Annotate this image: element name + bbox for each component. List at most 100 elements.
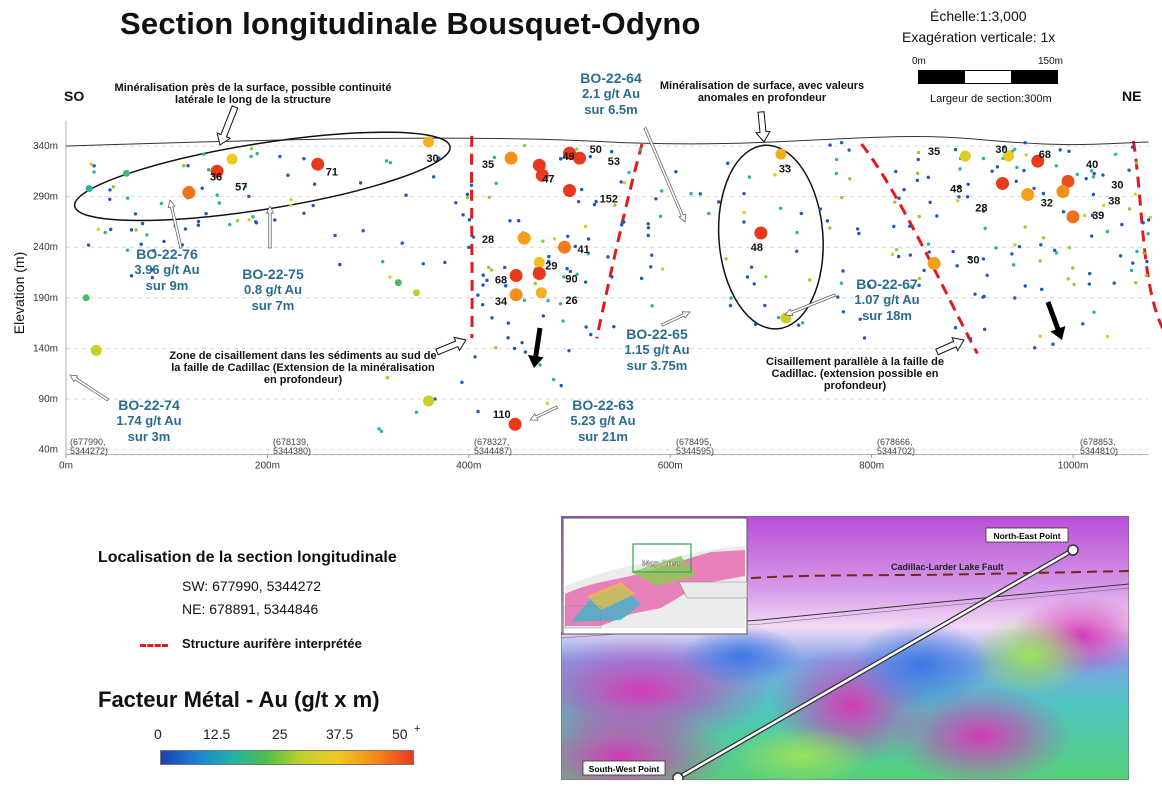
- drill-sample-point: [197, 224, 200, 227]
- drill-sample-point: [1023, 141, 1026, 144]
- x-tick-label: 1000m: [1058, 461, 1089, 472]
- drill-sample-point: [201, 187, 204, 190]
- drill-sample-point: [1131, 261, 1134, 264]
- drill-sample-point: [204, 212, 207, 215]
- metal-factor-value-label: 32: [1041, 198, 1053, 210]
- drill-sample-point: [1084, 177, 1087, 180]
- drill-sample-point: [894, 170, 897, 173]
- drill-sample-point: [982, 257, 985, 260]
- drill-sample-point: [660, 189, 663, 192]
- drill-sample-point: [990, 169, 993, 172]
- drill-sample-point: [699, 192, 702, 195]
- drill-sample-point: [724, 257, 727, 260]
- location-map: North-East Point South-West Point Cadill…: [561, 516, 1129, 780]
- drill-sample-point: [1092, 311, 1095, 314]
- drill-sample-point: [717, 200, 720, 203]
- metal-factor-value-label: 90: [565, 274, 577, 286]
- drill-sample-point: [750, 265, 753, 268]
- drill-sample-point: [610, 275, 613, 278]
- drill-sample-point: [302, 212, 305, 215]
- drill-sample-point: [534, 282, 537, 285]
- drill-sample-point: [1134, 192, 1137, 195]
- drill-sample-point: [917, 215, 920, 218]
- drill-sample-point: [108, 188, 111, 191]
- drill-sample-point: [546, 402, 549, 405]
- drill-sample-point: [956, 199, 959, 202]
- drill-sample-point: [466, 196, 469, 199]
- drill-sample-point: [313, 183, 316, 186]
- drill-sample-point: [841, 269, 844, 272]
- drill-sample-point: [494, 182, 497, 185]
- annotation-shear-zone: Zone de cisaillement dans les sédiments …: [168, 350, 438, 386]
- drill-sample-point: [1113, 281, 1116, 284]
- drill-sample-point: [957, 195, 960, 198]
- drill-sample-point: [289, 204, 292, 207]
- drill-sample-point: [1038, 259, 1041, 262]
- drill-sample-point: [928, 201, 931, 204]
- drill-sample-point: [1071, 266, 1074, 269]
- drill-sample-point: [1055, 164, 1058, 167]
- drill-sample-point: [388, 275, 391, 278]
- drill-sample-point: [184, 227, 187, 230]
- structure-legend-swatch: [140, 644, 168, 647]
- drill-sample-point: [359, 181, 362, 184]
- drill-sample-point: [1114, 153, 1117, 156]
- metal-factor-point: [395, 279, 402, 286]
- drill-sample-point: [1051, 343, 1054, 346]
- drill-sample-point: [742, 192, 745, 195]
- x-tick-label: 600m: [658, 461, 683, 472]
- metal-factor-point: [123, 170, 130, 177]
- drill-sample-point: [468, 218, 471, 221]
- sw-coordinates: SW: 677990, 5344272: [182, 578, 321, 594]
- y-tick-label: 140m: [33, 343, 58, 354]
- drill-sample-point: [481, 303, 484, 306]
- drill-sample-point: [361, 229, 364, 232]
- downward-arrow-2: [1040, 299, 1069, 343]
- drill-sample-point: [893, 200, 896, 203]
- drill-sample-point: [983, 328, 986, 331]
- drill-sample-point: [1068, 246, 1071, 249]
- scale-tick-0: 0: [154, 726, 162, 742]
- metal-factor-point: [534, 257, 545, 268]
- drill-sample-point: [109, 228, 112, 231]
- drill-sample-point: [847, 148, 850, 151]
- drill-sample-point: [584, 280, 587, 283]
- metal-factor-value-label: 110: [493, 409, 511, 421]
- scale-tick-50: 50: [392, 726, 408, 742]
- metal-factor-point: [1056, 185, 1069, 198]
- drill-sample-point: [835, 158, 838, 161]
- metal-factor-point: [1067, 210, 1080, 223]
- drill-sample-point: [470, 184, 473, 187]
- metal-factor-value-label: 41: [578, 244, 590, 256]
- metal-factor-point: [775, 149, 786, 160]
- drill-sample-point: [935, 214, 938, 217]
- drill-sample-point: [247, 218, 250, 221]
- drill-sample-point: [575, 147, 578, 150]
- metal-factor-value-label: 28: [482, 234, 494, 246]
- drill-sample-point: [338, 263, 341, 266]
- metal-factor-point: [423, 136, 434, 147]
- drill-sample-point: [951, 250, 954, 253]
- metal-factor-point: [533, 267, 546, 280]
- arrow-parallel-shear: [934, 334, 967, 359]
- drill-sample-point: [594, 200, 597, 203]
- drill-sample-point: [916, 179, 919, 182]
- coord-tick-2: (678327, 5344487): [474, 438, 512, 456]
- arrow-surface-anomalous: [754, 111, 771, 142]
- metal-factor-value-label: 71: [326, 166, 338, 178]
- metal-factor-colorbar: [160, 750, 414, 765]
- drill-sample-point: [126, 196, 129, 199]
- drill-sample-point: [520, 341, 523, 344]
- drill-sample-point: [593, 203, 596, 206]
- drill-sample-point: [892, 225, 895, 228]
- drill-sample-point: [958, 167, 961, 170]
- metal-factor-point: [960, 151, 971, 162]
- drill-sample-point: [401, 241, 404, 244]
- drill-sample-point: [197, 220, 200, 223]
- metal-factor-value-label: 152: [600, 194, 618, 206]
- metal-factor-value-label: 30: [995, 144, 1007, 156]
- drill-sample-point: [415, 411, 418, 414]
- drill-sample-point: [801, 321, 804, 324]
- drill-sample-point: [404, 194, 407, 197]
- drill-sample-point: [488, 196, 491, 199]
